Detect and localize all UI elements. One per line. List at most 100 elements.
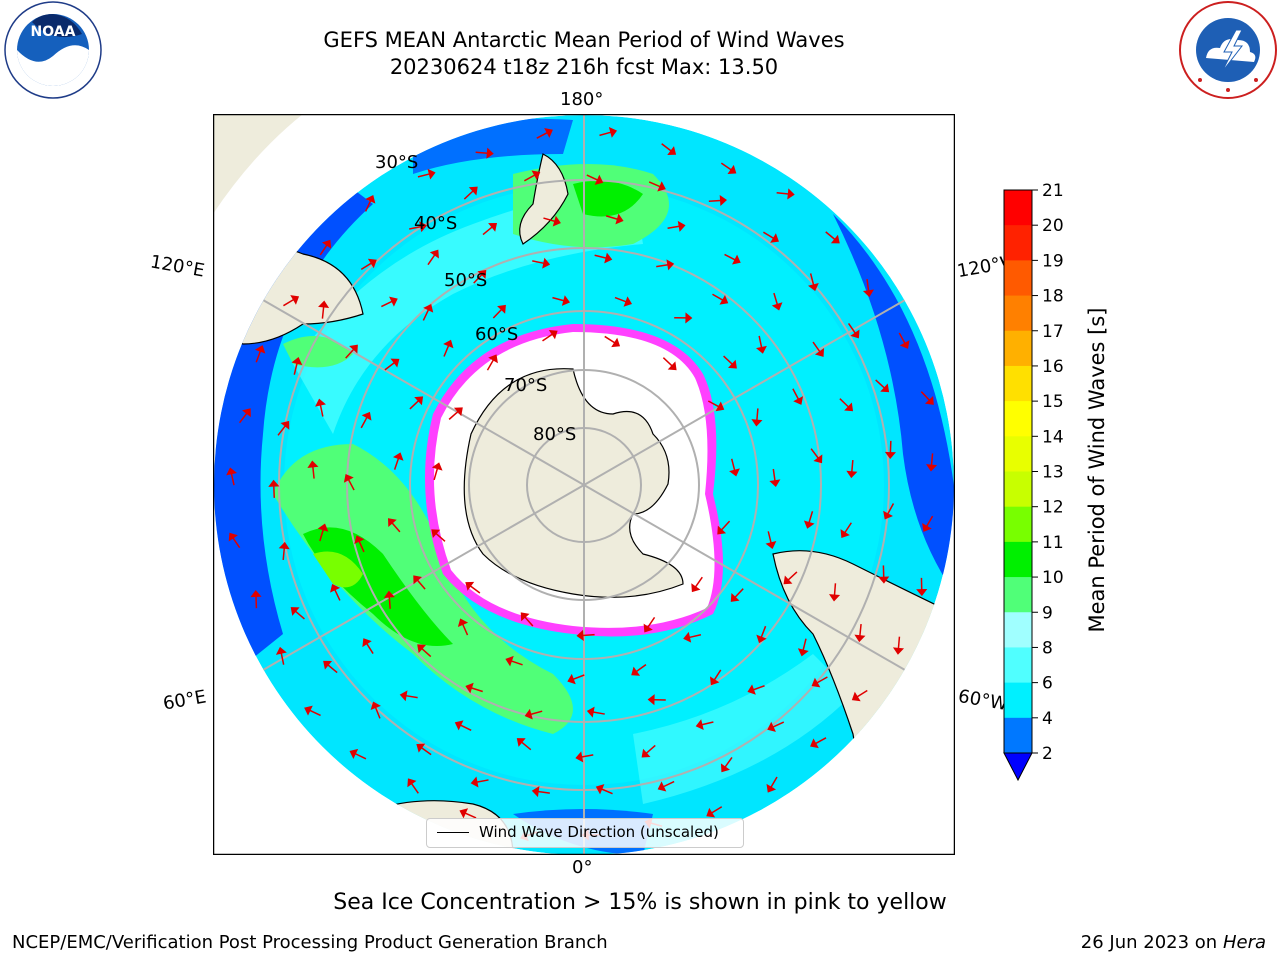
arrow-shaft bbox=[599, 131, 612, 137]
arrow-shaft bbox=[294, 610, 305, 620]
colorbar-segment bbox=[1004, 365, 1032, 402]
arrow-shaft bbox=[473, 273, 483, 284]
arrow-shaft bbox=[420, 747, 432, 756]
arrow-head bbox=[706, 807, 716, 818]
arrow-shaft bbox=[711, 806, 723, 814]
arrow-shaft bbox=[756, 408, 759, 421]
arrow-head bbox=[797, 648, 809, 657]
arrow-head bbox=[307, 460, 319, 468]
arrow-head bbox=[814, 348, 825, 357]
arrow-shaft bbox=[604, 335, 616, 344]
lat-label-70s: 70°S bbox=[504, 375, 548, 396]
arrow-shaft bbox=[701, 721, 714, 726]
arrow-head bbox=[771, 302, 783, 311]
arrow-head bbox=[717, 525, 727, 535]
nws-logo bbox=[1179, 1, 1277, 99]
arrow-head bbox=[727, 164, 737, 175]
arrow-head bbox=[304, 705, 313, 716]
arrow-head bbox=[854, 634, 866, 643]
arrow-head bbox=[657, 181, 666, 192]
arrow-shaft bbox=[720, 162, 732, 171]
arrow-head bbox=[783, 575, 793, 585]
arrow-head bbox=[594, 174, 604, 185]
colorbar-tick-label: 17 bbox=[1042, 322, 1064, 342]
arrow-shaft bbox=[319, 404, 324, 417]
colorbar-segment bbox=[1004, 612, 1032, 648]
arrow-head bbox=[427, 168, 436, 180]
colorbar-segment bbox=[1004, 647, 1032, 684]
arrow-head bbox=[361, 411, 372, 421]
arrow-shaft bbox=[770, 776, 778, 788]
arrow-shaft bbox=[708, 199, 721, 202]
arrow-shaft bbox=[366, 643, 374, 654]
arrow-shaft bbox=[321, 306, 325, 319]
arrow-head bbox=[916, 589, 928, 597]
arrow-head bbox=[414, 396, 424, 406]
arrow-shaft bbox=[384, 362, 395, 371]
arrow-shaft bbox=[482, 226, 493, 236]
arrow-head bbox=[631, 666, 641, 676]
map-subtitle: 20230624 t18z 216h fcst Max: 13.50 bbox=[389, 55, 779, 79]
arrow-shaft bbox=[345, 348, 355, 359]
arrow-head bbox=[611, 337, 621, 348]
arrow-shaft bbox=[662, 780, 675, 788]
arrow-shaft bbox=[887, 503, 895, 515]
arrow-head bbox=[516, 738, 526, 747]
colorbar-under-triangle bbox=[1003, 752, 1033, 782]
colorbar-segment bbox=[1004, 295, 1032, 332]
arrow-head bbox=[683, 631, 692, 643]
arrow-head bbox=[647, 694, 655, 706]
arrow-head bbox=[899, 340, 910, 349]
arrow-shaft bbox=[327, 664, 338, 674]
arrow-head bbox=[552, 215, 561, 227]
arrow-shaft bbox=[510, 660, 523, 666]
arrow-head bbox=[431, 462, 443, 471]
arrow-shaft bbox=[475, 151, 488, 154]
arrow-head bbox=[840, 529, 850, 538]
arrow-shaft bbox=[537, 790, 550, 794]
arrow-head bbox=[604, 252, 613, 264]
arrow-shaft bbox=[667, 225, 680, 230]
arrow-head bbox=[278, 541, 290, 550]
colorbar-segment bbox=[1004, 260, 1032, 297]
lat-label-40s: 40°S bbox=[414, 213, 458, 234]
arrow-shaft bbox=[410, 783, 419, 794]
colorbar-tick-label: 11 bbox=[1042, 533, 1064, 553]
arrow-head bbox=[729, 468, 740, 477]
arrow-head bbox=[883, 510, 893, 520]
arrow-shaft bbox=[661, 143, 672, 152]
arrow-head bbox=[454, 720, 464, 731]
arrow-head bbox=[419, 221, 428, 233]
arrow-head bbox=[457, 618, 469, 628]
arrow-shaft bbox=[582, 633, 595, 637]
colorbar-tick-label: 15 bbox=[1042, 392, 1064, 412]
arrow-head bbox=[544, 128, 553, 138]
arrow-shaft bbox=[374, 706, 381, 719]
arrow-shaft bbox=[723, 355, 733, 365]
arrow-head bbox=[567, 673, 576, 685]
arrow-shaft bbox=[280, 652, 285, 665]
arrow-head bbox=[846, 470, 858, 479]
arrow-head bbox=[850, 329, 860, 339]
map-legend: Wind Wave Direction (unscaled) bbox=[426, 818, 744, 848]
arrow-shaft bbox=[594, 254, 607, 259]
arrow-shaft bbox=[581, 754, 594, 758]
colorbar: 21 20 19 18 17 16 15 14 13 12 11 10 9 8 6 4 2 bbox=[1003, 181, 1064, 782]
arrow-shaft bbox=[238, 412, 248, 424]
ocean-field bbox=[214, 115, 954, 855]
lon-label-120e: 120°E bbox=[148, 251, 207, 282]
arrow-head bbox=[770, 233, 779, 243]
arrow-shaft bbox=[724, 253, 736, 261]
arrow-head bbox=[756, 634, 767, 644]
arrow-head bbox=[767, 721, 776, 732]
arrow-head bbox=[465, 581, 475, 591]
arrow-shaft bbox=[283, 298, 295, 307]
arrow-shaft bbox=[802, 638, 807, 651]
colorbar-tick-label: 10 bbox=[1042, 568, 1064, 588]
arrow-head bbox=[365, 194, 376, 204]
legend-line-sample bbox=[437, 832, 469, 833]
arrow-shaft bbox=[772, 721, 785, 728]
arrow-shaft bbox=[417, 173, 430, 178]
colorbar-segment bbox=[1004, 682, 1032, 719]
arrow-head bbox=[228, 532, 238, 542]
